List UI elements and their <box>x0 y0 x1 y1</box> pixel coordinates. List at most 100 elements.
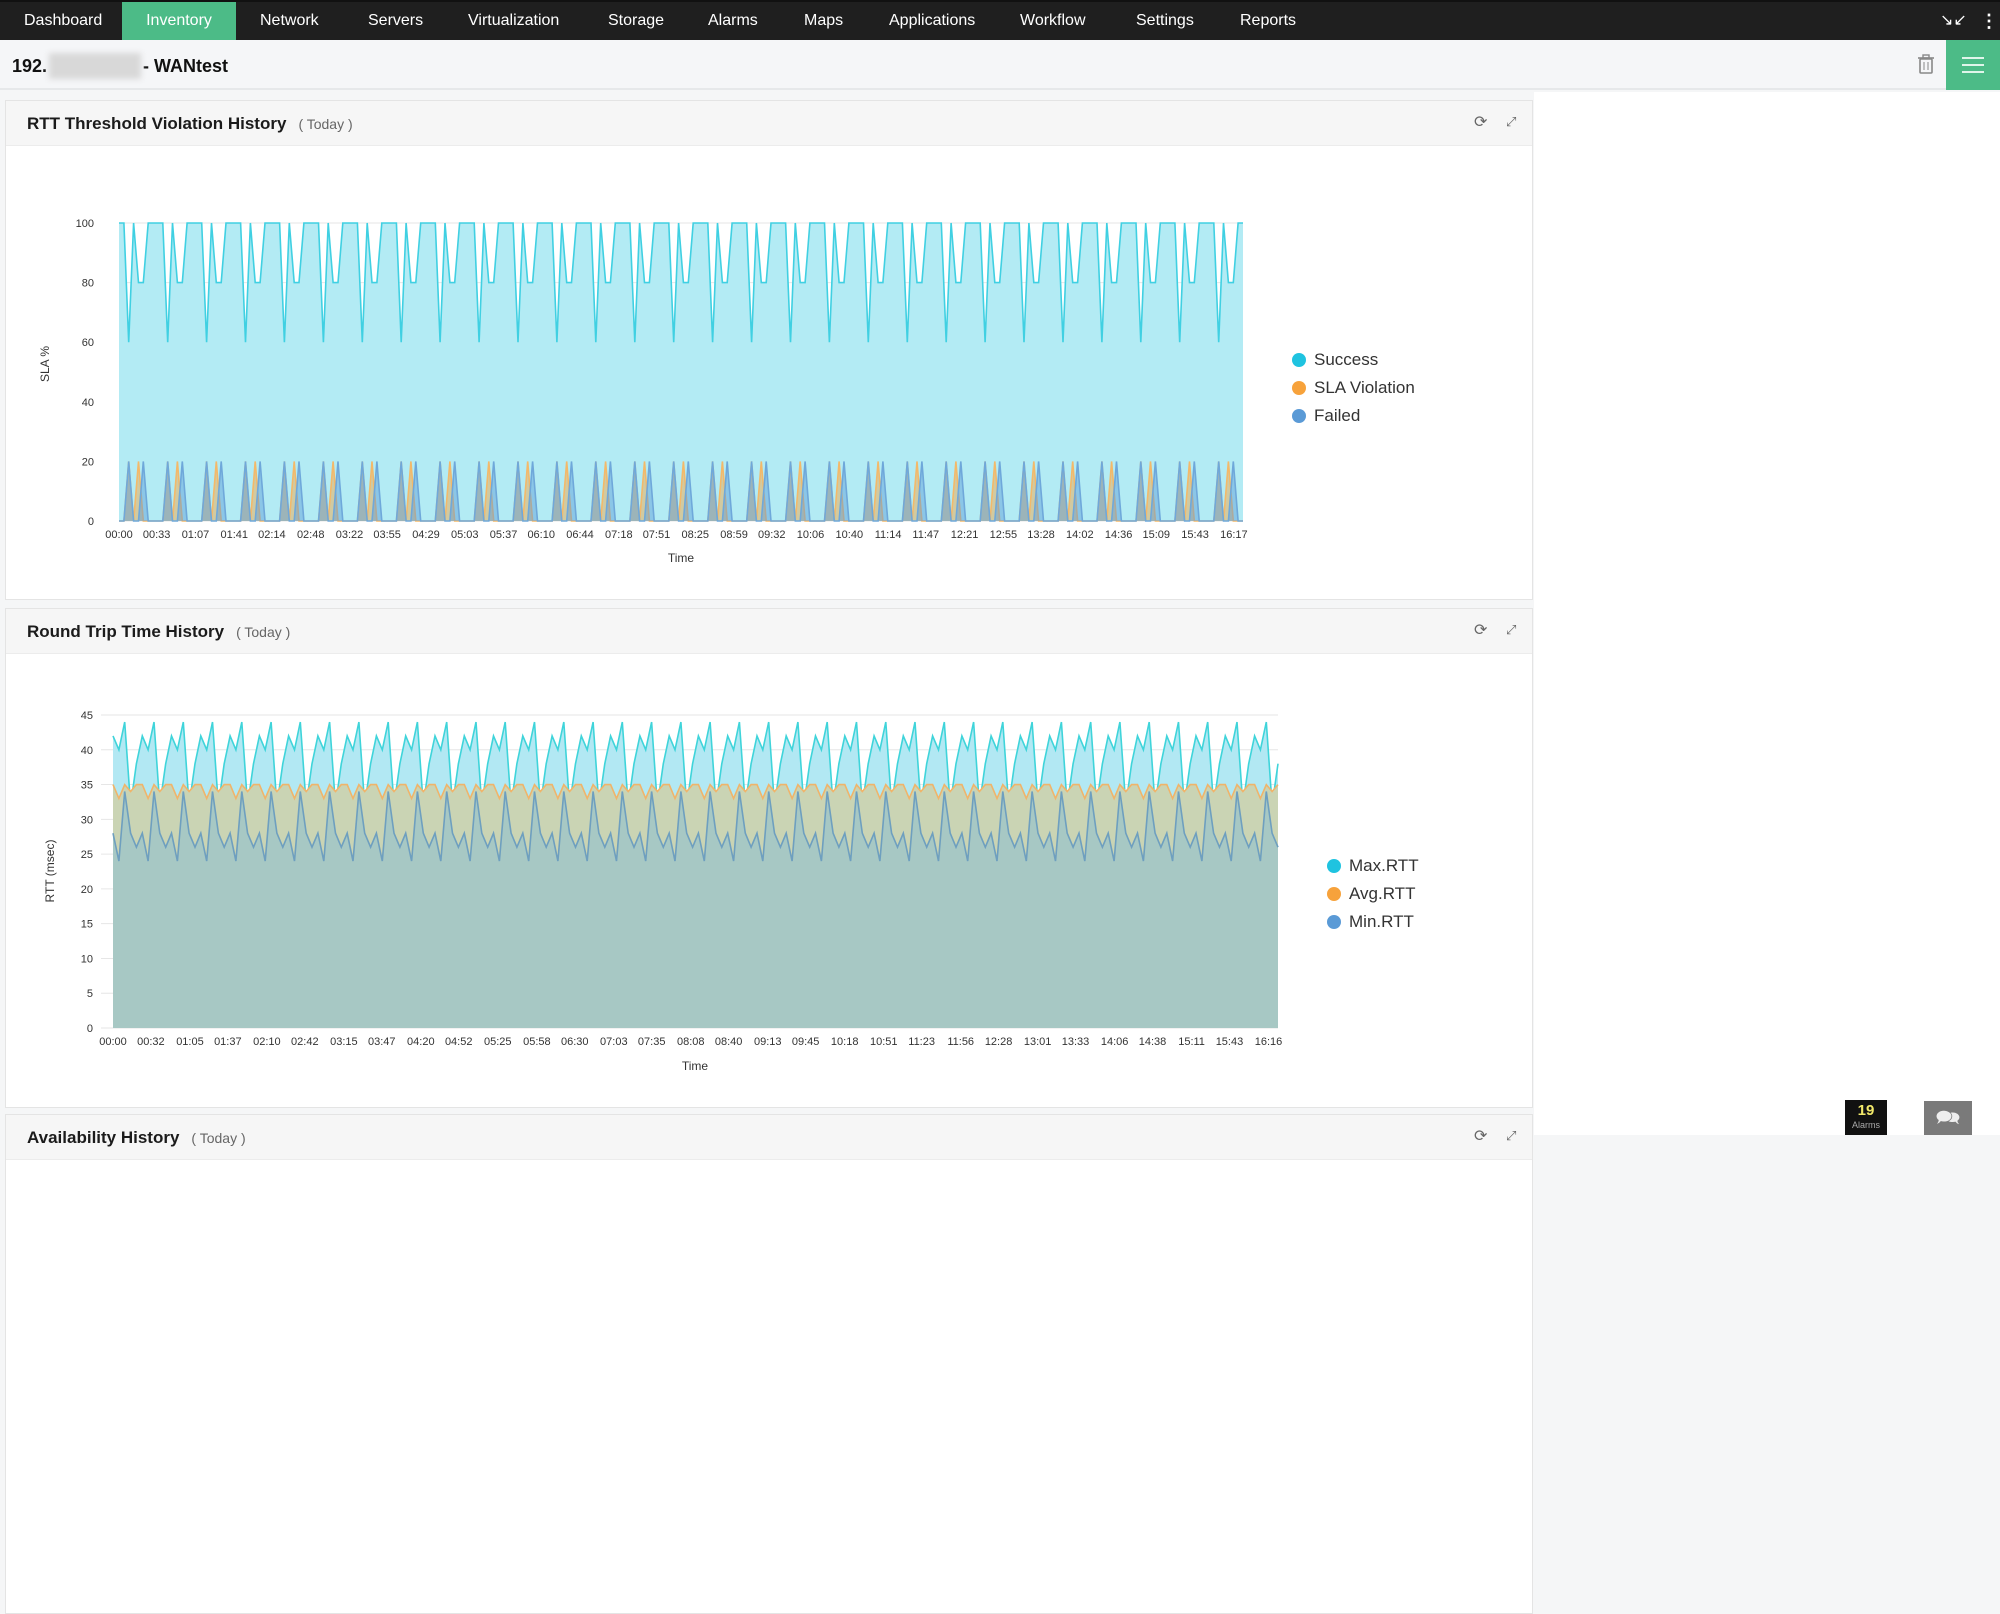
legend-min-rtt[interactable]: Min.RTT <box>1327 908 1419 936</box>
area-min-rtt <box>113 791 1278 1028</box>
nav-network[interactable]: Network <box>260 12 319 29</box>
x-tick-label: 16:16 <box>1255 1036 1283 1048</box>
alarms-badge[interactable]: 19 Alarms <box>1845 1100 1887 1135</box>
x-tick-label: 07:35 <box>638 1036 666 1048</box>
x-tick-label: 04:52 <box>445 1036 473 1048</box>
legend-success[interactable]: Success <box>1292 346 1415 374</box>
x-tick-label: 03:22 <box>336 529 364 541</box>
x-tick-label: 16:17 <box>1220 529 1248 541</box>
expand-icon[interactable]: ⤢ <box>1506 1128 1517 1143</box>
nav-inventory[interactable]: Inventory <box>122 2 236 40</box>
legend-label: Avg.RTT <box>1349 884 1416 903</box>
nav-applications[interactable]: Applications <box>889 12 976 29</box>
x-tick-label: 05:37 <box>490 529 518 541</box>
y-tick-label: 35 <box>81 780 93 792</box>
x-tick-label: 13:01 <box>1024 1036 1052 1048</box>
nav-settings[interactable]: Settings <box>1136 12 1194 29</box>
x-tick-label: 01:37 <box>214 1036 242 1048</box>
y-tick-label: 60 <box>82 337 94 349</box>
line-avg-rtt <box>112 783 1279 801</box>
refresh-icon[interactable]: ⟳ <box>1474 114 1488 131</box>
panel-header: RTT Threshold Violation History ( Today )… <box>6 101 1532 146</box>
legend-dot <box>1327 915 1341 929</box>
x-tick-label: 03:15 <box>330 1036 358 1048</box>
legend-failed[interactable]: Failed <box>1292 402 1415 430</box>
area-success <box>119 223 1243 521</box>
y-tick-label: 30 <box>81 814 93 826</box>
x-tick-label: 11:47 <box>912 529 939 541</box>
y-tick-label: 10 <box>81 953 93 965</box>
x-tick-label: 02:48 <box>297 529 325 541</box>
legend-avg-rtt[interactable]: Avg.RTT <box>1327 880 1419 908</box>
legend-max-rtt[interactable]: Max.RTT <box>1327 852 1419 880</box>
x-tick-label: 15:43 <box>1181 529 1209 541</box>
menu-icon[interactable] <box>1946 40 2000 90</box>
legend-label: Min.RTT <box>1349 912 1414 931</box>
nav-storage[interactable]: Storage <box>608 12 665 29</box>
nav-workflow[interactable]: Workflow <box>1020 12 1086 29</box>
nav-dashboard[interactable]: Dashboard <box>24 12 103 29</box>
x-tick-label: 08:25 <box>681 529 709 541</box>
title-prefix: 192. <box>12 55 48 76</box>
y-tick-label: 40 <box>82 397 94 409</box>
nav-servers[interactable]: Servers <box>368 12 424 29</box>
y-axis-label: SLA % <box>38 346 52 382</box>
more-vertical-icon[interactable]: ⋮ <box>1980 11 1998 31</box>
x-tick-label: 07:03 <box>600 1036 628 1048</box>
nav-maps[interactable]: Maps <box>804 12 844 29</box>
x-tick-label: 10:06 <box>797 529 825 541</box>
nav-reports[interactable]: Reports <box>1240 12 1297 29</box>
x-tick-label: 07:51 <box>643 529 671 541</box>
top-nav: Dashboard Inventory Network Servers Virt… <box>0 0 2000 40</box>
nav-virtualization[interactable]: Virtualization <box>468 12 560 29</box>
panel-title-text: Round Trip Time History <box>27 622 225 641</box>
x-tick-label: 02:10 <box>253 1036 281 1048</box>
panel-title-text: RTT Threshold Violation History <box>27 114 287 133</box>
round-trip-time-panel: Round Trip Time History ( Today ) ⟳ ⤢ 0 5 1… <box>5 608 1533 1108</box>
collapse-icon[interactable]: ↘↙ <box>1940 12 1967 29</box>
alarm-count: 19 <box>1857 1102 1875 1119</box>
x-tick-label: 14:38 <box>1139 1036 1167 1048</box>
refresh-icon[interactable]: ⟳ <box>1474 1128 1488 1145</box>
x-tick-label: 14:36 <box>1105 529 1133 541</box>
y-tick-label: 40 <box>81 745 93 757</box>
y-tick-label: 80 <box>82 278 94 290</box>
y-tick-label: 45 <box>81 710 93 722</box>
x-tick-label: 00:00 <box>105 529 133 541</box>
x-tick-label: 12:55 <box>990 529 1018 541</box>
x-tick-label: 15:11 <box>1178 1036 1205 1048</box>
x-tick-label: 05:25 <box>484 1036 512 1048</box>
x-tick-label: 02:14 <box>258 529 286 541</box>
trash-icon[interactable] <box>1918 54 1936 76</box>
rtt-threshold-panel: RTT Threshold Violation History ( Today )… <box>5 100 1533 600</box>
legend-dot <box>1327 887 1341 901</box>
alarm-label: Alarms <box>1851 1120 1880 1130</box>
x-tick-label: 10:40 <box>836 529 864 541</box>
y-tick-label: 0 <box>88 516 94 528</box>
x-tick-label: 04:29 <box>412 529 440 541</box>
chat-icon[interactable]: 🗪 <box>1924 1101 1972 1135</box>
legend-sla-violation[interactable]: SLA Violation <box>1292 374 1415 402</box>
x-tick-label: 03:55 <box>373 529 401 541</box>
x-tick-label: 06:30 <box>561 1036 589 1048</box>
nav-alarms[interactable]: Alarms <box>708 12 758 29</box>
legend-dot <box>1327 859 1341 873</box>
sla-chart: 0 20 40 60 80 100 00:00 00:33 01:07 01:41 02:14 02:… <box>38 218 1248 565</box>
x-tick-label: 12:28 <box>985 1036 1013 1048</box>
x-tick-label: 00:32 <box>137 1036 165 1048</box>
y-tick-label: 0 <box>87 1023 93 1035</box>
refresh-icon[interactable]: ⟳ <box>1474 622 1488 639</box>
panel-subtitle: ( Today ) <box>298 116 353 132</box>
panel-title: Availability History ( Today ) <box>27 1128 246 1148</box>
expand-icon[interactable]: ⤢ <box>1506 622 1517 637</box>
y-tick-label: 5 <box>87 988 93 1000</box>
x-tick-label: 10:18 <box>831 1036 859 1048</box>
x-tick-label: 14:06 <box>1101 1036 1129 1048</box>
x-tick-label: 14:02 <box>1066 529 1094 541</box>
x-tick-label: 08:08 <box>677 1036 705 1048</box>
expand-icon[interactable]: ⤢ <box>1506 114 1517 129</box>
page-header: 192. - WANtest <box>0 40 2000 90</box>
y-tick-label: 20 <box>82 456 94 468</box>
x-tick-label: 00:33 <box>143 529 171 541</box>
x-tick-label: 06:44 <box>566 529 594 541</box>
